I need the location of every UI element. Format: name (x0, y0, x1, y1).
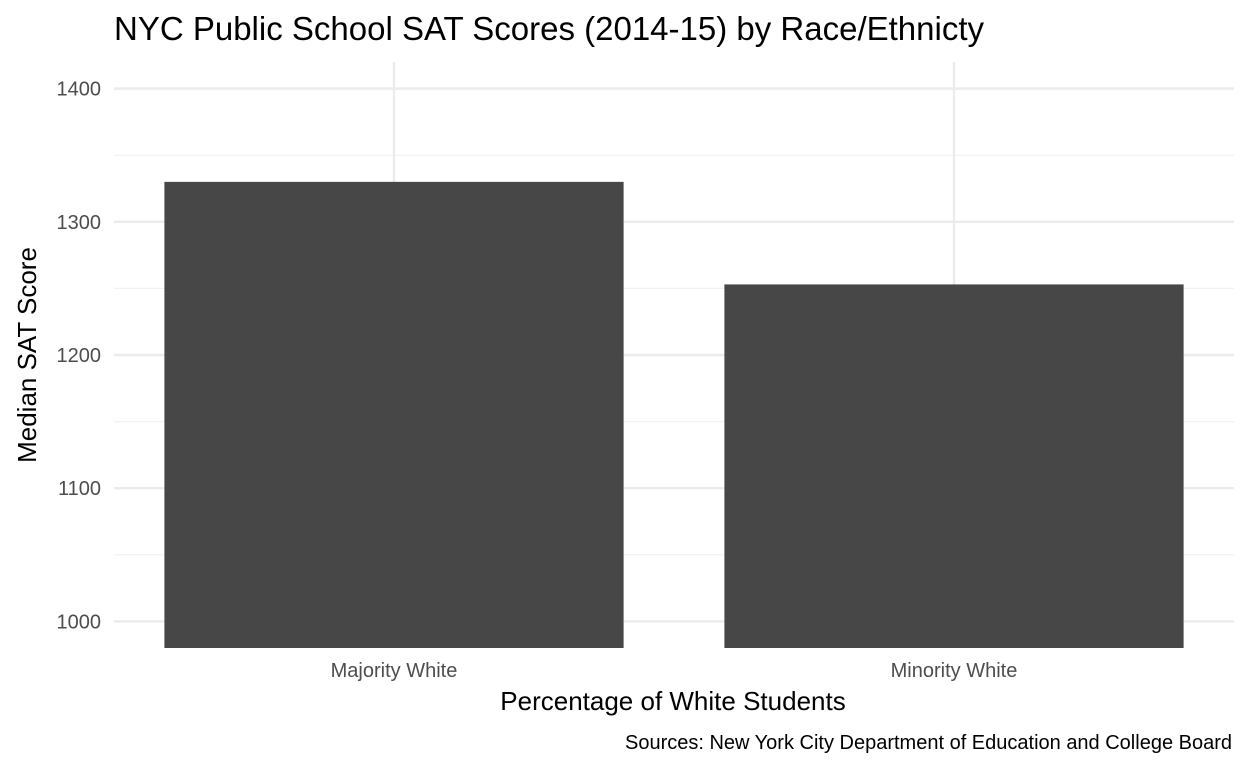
y-axis-ticks: 1000 1100 1200 1300 1400 (57, 79, 102, 634)
y-tick-label: 1000 (57, 611, 102, 633)
chart-caption: Sources: New York City Department of Edu… (625, 732, 1232, 754)
y-tick-label: 1200 (57, 345, 102, 367)
bar-majority-white (164, 181, 624, 648)
y-tick-label: 1300 (57, 212, 102, 234)
bars (164, 181, 1184, 648)
x-tick-label: Majority White (331, 660, 458, 682)
chart-title: NYC Public School SAT Scores (2014-15) b… (114, 10, 985, 47)
y-tick-label: 1100 (58, 478, 101, 500)
bar-minority-white (724, 284, 1184, 648)
x-tick-label: Minority White (891, 660, 1018, 682)
y-tick-label: 1400 (57, 79, 102, 101)
x-axis-ticks: Majority White Minority White (331, 660, 1018, 682)
x-axis-title: Percentage of White Students (500, 686, 845, 716)
y-axis-title: Median SAT Score (12, 247, 42, 463)
